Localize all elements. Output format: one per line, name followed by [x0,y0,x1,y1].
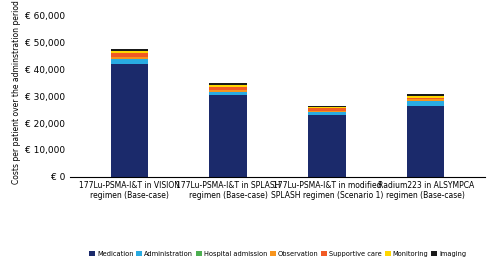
Bar [308,115,346,177]
Bar [110,53,148,57]
Bar [110,57,148,59]
Bar [308,108,346,110]
Bar [407,101,445,106]
Bar [110,49,148,51]
Bar [407,98,445,99]
Bar [308,112,346,115]
Bar [407,94,445,96]
Bar [110,59,148,64]
Bar [210,95,247,177]
Bar [210,83,247,85]
Bar [210,92,247,95]
Bar [407,106,445,177]
Bar [407,96,445,98]
Bar [308,106,346,107]
Bar [308,107,346,108]
Bar [110,64,148,177]
Bar [210,87,247,90]
Bar [407,99,445,101]
Legend: Medication, Administration, Hospital admission, Observation, Supportive care, Mo: Medication, Administration, Hospital adm… [89,251,466,257]
Y-axis label: Costs per patient over the adminstration period: Costs per patient over the adminstration… [12,0,21,184]
Bar [308,110,346,112]
Bar [110,51,148,53]
Bar [210,85,247,87]
Bar [210,90,247,92]
